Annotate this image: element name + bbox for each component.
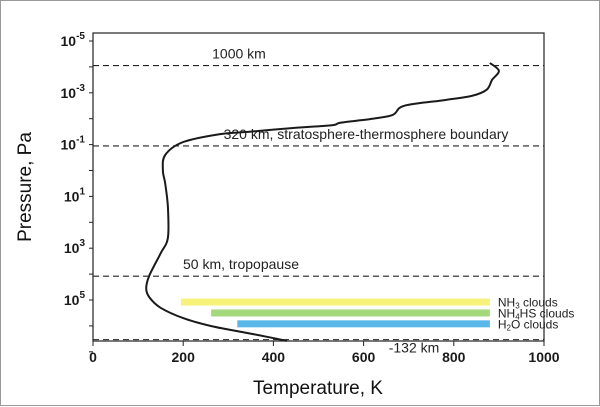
y-tick-label: 105 <box>64 290 86 308</box>
reference-label: 50 km, tropopause <box>183 256 299 272</box>
cloud-band <box>180 298 490 306</box>
y-tick-label: 103 <box>64 238 86 256</box>
reference-lines <box>93 65 544 341</box>
reference-label: -132 km <box>389 340 440 356</box>
y-tick-label: 10-5 <box>61 31 86 49</box>
x-tick-label: 1000 <box>528 349 559 365</box>
reference-label: 1000 km <box>212 46 266 62</box>
cloud-band-label: NH3 clouds <box>498 296 558 311</box>
cloud-bands <box>180 298 490 328</box>
temperature-profile-line <box>145 62 500 342</box>
cloud-band <box>211 309 490 317</box>
plot-area-border <box>92 32 545 342</box>
x-axis-ticks: 0 200 400 600 800 1000 <box>89 341 560 365</box>
y-tick-label: 10-3 <box>61 83 86 101</box>
cloud-band <box>237 320 490 328</box>
y-tick-label: 10-1 <box>61 135 86 153</box>
x-tick-label: 600 <box>352 349 376 365</box>
series-group <box>145 62 500 342</box>
cloud-band-label: H2O clouds <box>498 317 558 332</box>
y-axis-ticks: 10-5 10-3 10-1 101 103 105 <box>61 31 93 353</box>
cloud-band-label: NH4HS clouds <box>498 306 575 321</box>
x-tick-label: 800 <box>442 349 466 365</box>
y-axis-title: Pressure, Pa <box>15 132 36 242</box>
x-tick-label: 400 <box>262 349 286 365</box>
reference-label: 320 km, stratosphere-thermosphere bounda… <box>224 126 509 142</box>
reference-labels: 1000 km 320 km, stratosphere-thermosphere… <box>183 46 508 356</box>
x-tick-label: 200 <box>172 349 196 365</box>
x-tick-label: 0 <box>89 349 97 365</box>
x-axis-title: Temperature, K <box>253 378 383 399</box>
y-tick-label: 101 <box>64 186 86 204</box>
